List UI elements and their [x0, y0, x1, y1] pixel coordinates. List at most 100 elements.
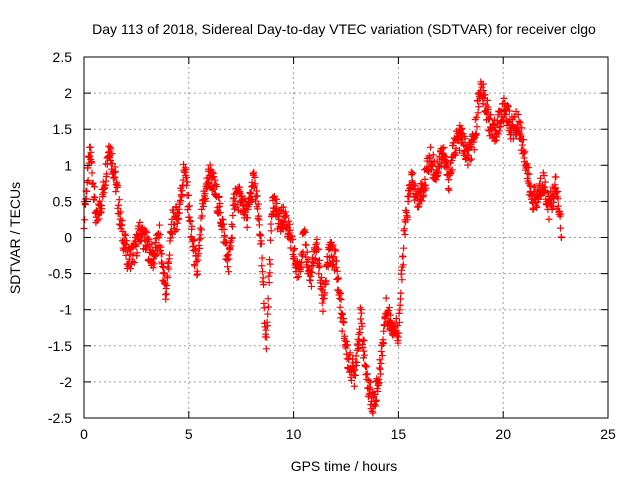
data-point — [486, 114, 494, 122]
data-point — [253, 192, 261, 200]
data-point — [343, 341, 351, 349]
data-point — [182, 174, 190, 182]
data-point — [401, 230, 409, 238]
data-point — [216, 209, 224, 217]
data-point — [398, 276, 406, 284]
data-point — [259, 274, 267, 282]
data-point — [409, 169, 417, 177]
data-point — [375, 379, 383, 387]
data-points — [80, 78, 566, 417]
data-point — [197, 234, 205, 242]
data-point — [267, 227, 275, 235]
data-point — [315, 264, 323, 272]
data-point — [556, 224, 564, 232]
data-point — [313, 235, 321, 243]
data-point — [196, 231, 204, 239]
data-point — [226, 246, 234, 254]
data-point — [509, 135, 517, 143]
data-point — [500, 94, 508, 102]
data-point — [156, 231, 164, 239]
data-point — [224, 263, 232, 271]
data-point — [521, 148, 529, 156]
data-point — [87, 148, 95, 156]
data-point — [192, 258, 200, 266]
data-point — [376, 356, 384, 364]
data-point — [173, 219, 181, 227]
data-point — [297, 263, 305, 271]
x-tick-label: 15 — [391, 426, 407, 442]
data-point — [516, 119, 524, 127]
y-axis-label: SDTVAR / TECUs — [7, 182, 23, 294]
data-point — [483, 96, 491, 104]
data-point — [262, 326, 270, 334]
data-point — [333, 257, 341, 265]
data-point — [479, 100, 487, 108]
data-point — [496, 123, 504, 131]
data-point — [380, 327, 388, 335]
data-point — [316, 279, 324, 287]
data-point — [225, 268, 233, 276]
data-point — [251, 173, 259, 181]
data-point — [385, 304, 393, 312]
data-point — [182, 166, 190, 174]
data-point — [444, 164, 452, 172]
data-point — [258, 262, 266, 270]
data-point — [356, 328, 364, 336]
data-point — [152, 251, 160, 259]
data-point — [91, 193, 99, 201]
data-point — [519, 136, 527, 144]
y-tick-label: 0.5 — [53, 193, 73, 209]
data-point — [163, 282, 171, 290]
data-point — [219, 220, 227, 228]
data-point — [122, 231, 130, 239]
data-point — [533, 204, 541, 212]
data-point — [315, 270, 323, 278]
data-point — [175, 209, 183, 217]
data-point — [251, 180, 259, 188]
data-point — [202, 194, 210, 202]
data-point — [256, 232, 264, 240]
data-point — [558, 234, 566, 242]
data-point — [184, 203, 192, 211]
data-point — [229, 212, 237, 220]
data-point — [254, 205, 262, 213]
data-point — [545, 215, 553, 223]
data-point — [403, 213, 411, 221]
data-point — [114, 182, 122, 190]
data-point — [95, 215, 103, 223]
data-point — [255, 221, 263, 229]
data-point — [337, 296, 345, 304]
data-point — [354, 341, 362, 349]
data-point — [166, 251, 174, 259]
data-point — [418, 197, 426, 205]
data-point — [516, 130, 524, 138]
data-point — [496, 107, 504, 115]
data-point — [371, 400, 379, 408]
data-point — [461, 135, 469, 143]
x-tick-label: 25 — [600, 426, 616, 442]
data-point — [123, 237, 131, 245]
data-point — [224, 251, 232, 259]
y-tick-label: -2.5 — [48, 410, 72, 426]
data-point — [130, 258, 138, 266]
data-point — [514, 110, 522, 118]
data-point — [264, 295, 272, 303]
data-point — [483, 110, 491, 118]
data-point — [176, 196, 184, 204]
data-point — [210, 173, 218, 181]
x-tick-label: 5 — [185, 426, 193, 442]
data-point — [107, 145, 115, 153]
data-point — [275, 215, 283, 223]
data-point — [379, 339, 387, 347]
data-point — [111, 173, 119, 181]
data-point — [88, 159, 96, 167]
data-point — [298, 252, 306, 260]
data-point — [518, 124, 526, 132]
data-point — [464, 151, 472, 159]
data-point — [133, 249, 141, 257]
data-point — [355, 337, 363, 345]
data-point — [525, 170, 533, 178]
data-point — [394, 339, 402, 347]
data-point — [398, 266, 406, 274]
data-point — [352, 352, 360, 360]
